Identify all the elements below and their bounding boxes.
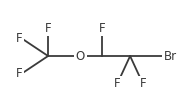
Text: F: F [99, 22, 106, 34]
Text: F: F [45, 22, 51, 34]
Text: F: F [16, 32, 22, 45]
Text: F: F [114, 78, 121, 90]
Text: Br: Br [164, 50, 177, 62]
Text: F: F [140, 78, 146, 90]
Text: F: F [16, 67, 22, 80]
Text: O: O [76, 50, 85, 62]
